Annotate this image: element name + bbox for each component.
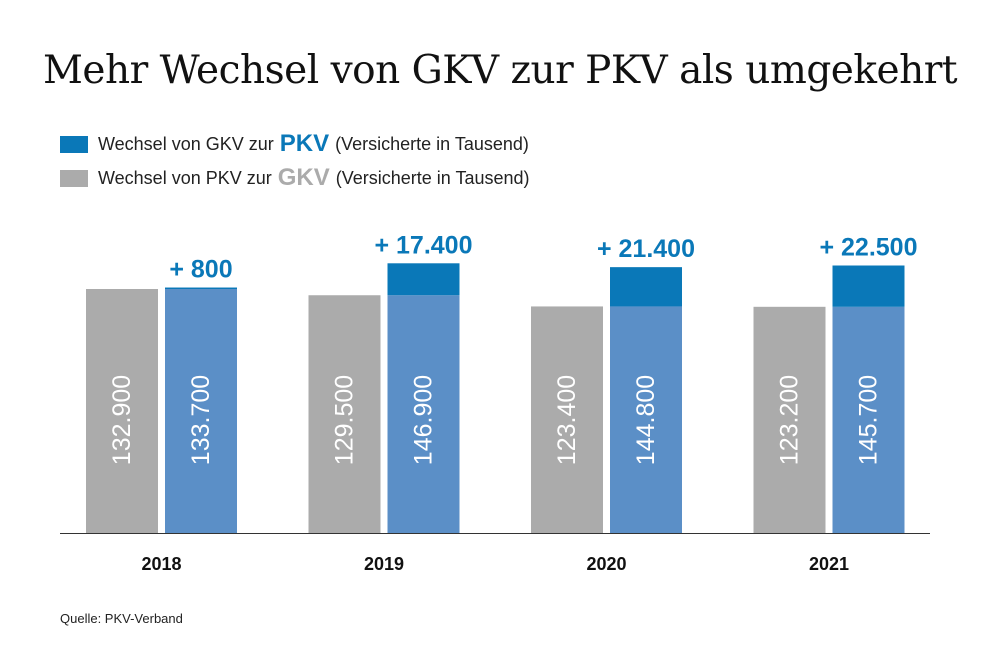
- legend-text: Wechsel von GKV zur: [98, 133, 274, 154]
- bar-label-gray-2018: 132.900: [108, 375, 136, 465]
- legend-text: Wechsel von PKV zur: [98, 167, 272, 188]
- bar-blue-excess-2020: [610, 267, 682, 307]
- source-note: Quelle: PKV-Verband: [60, 611, 183, 626]
- bar-label-gray-2021: 123.200: [776, 375, 804, 465]
- x-tick-label-2020: 2020: [586, 554, 626, 574]
- bar-label-gray-2019: 129.500: [331, 375, 359, 465]
- bar-label-blue-2021: 145.700: [855, 375, 883, 465]
- legend-swatch-gray: [60, 169, 88, 187]
- bar-label-gray-2020: 123.400: [553, 375, 581, 465]
- legend-item-pkv-to-gkv: Wechsel von PKV zur GKV (Versicherte in …: [60, 164, 530, 192]
- difference-label-2018: + 800: [169, 256, 232, 284]
- chart-title: Mehr Wechsel von GKV zur PKV als umgekeh…: [42, 48, 958, 93]
- bar-blue-excess-2019: [387, 263, 460, 296]
- legend-strong: PKV: [279, 130, 330, 157]
- legend-strong: GKV: [277, 164, 330, 191]
- x-tick-label-2021: 2021: [809, 554, 849, 574]
- difference-label-2019: + 17.400: [374, 231, 472, 259]
- x-tick-label-2018: 2018: [141, 554, 181, 574]
- x-tick-label-2019: 2019: [364, 554, 404, 574]
- bar-gray-2018: [86, 289, 158, 533]
- bar-blue-excess-2021: [832, 265, 905, 307]
- bar-blue-2018: [165, 289, 237, 533]
- bar-gray-2019: [308, 295, 381, 533]
- bar-label-blue-2020: 144.800: [632, 375, 660, 465]
- bar-gray-2020: [531, 306, 603, 533]
- legend-item-gkv-to-pkv: Wechsel von GKV zur PKV (Versicherte in …: [60, 130, 529, 158]
- bar-blue-2020: [610, 306, 682, 533]
- bar-label-blue-2019: 146.900: [410, 375, 438, 465]
- bar-blue-2021: [832, 306, 905, 533]
- legend-suffix: (Versicherte in Tausend): [335, 167, 530, 188]
- bar-label-blue-2018: 133.700: [187, 375, 215, 465]
- difference-label-2020: + 21.400: [597, 235, 695, 263]
- difference-label-2021: + 22.500: [819, 233, 917, 261]
- bar-blue-2019: [387, 295, 460, 533]
- legend-suffix: (Versicherte in Tausend): [335, 133, 529, 154]
- legend-swatch-blue: [60, 135, 88, 153]
- bar-gray-2021: [753, 306, 826, 533]
- bar-blue-excess-2018: [165, 287, 237, 289]
